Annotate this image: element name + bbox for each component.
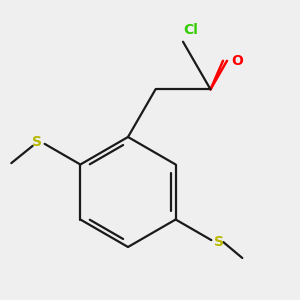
Text: O: O — [231, 54, 243, 68]
Text: Cl: Cl — [184, 23, 198, 37]
Text: S: S — [214, 235, 224, 249]
Text: S: S — [32, 135, 42, 149]
